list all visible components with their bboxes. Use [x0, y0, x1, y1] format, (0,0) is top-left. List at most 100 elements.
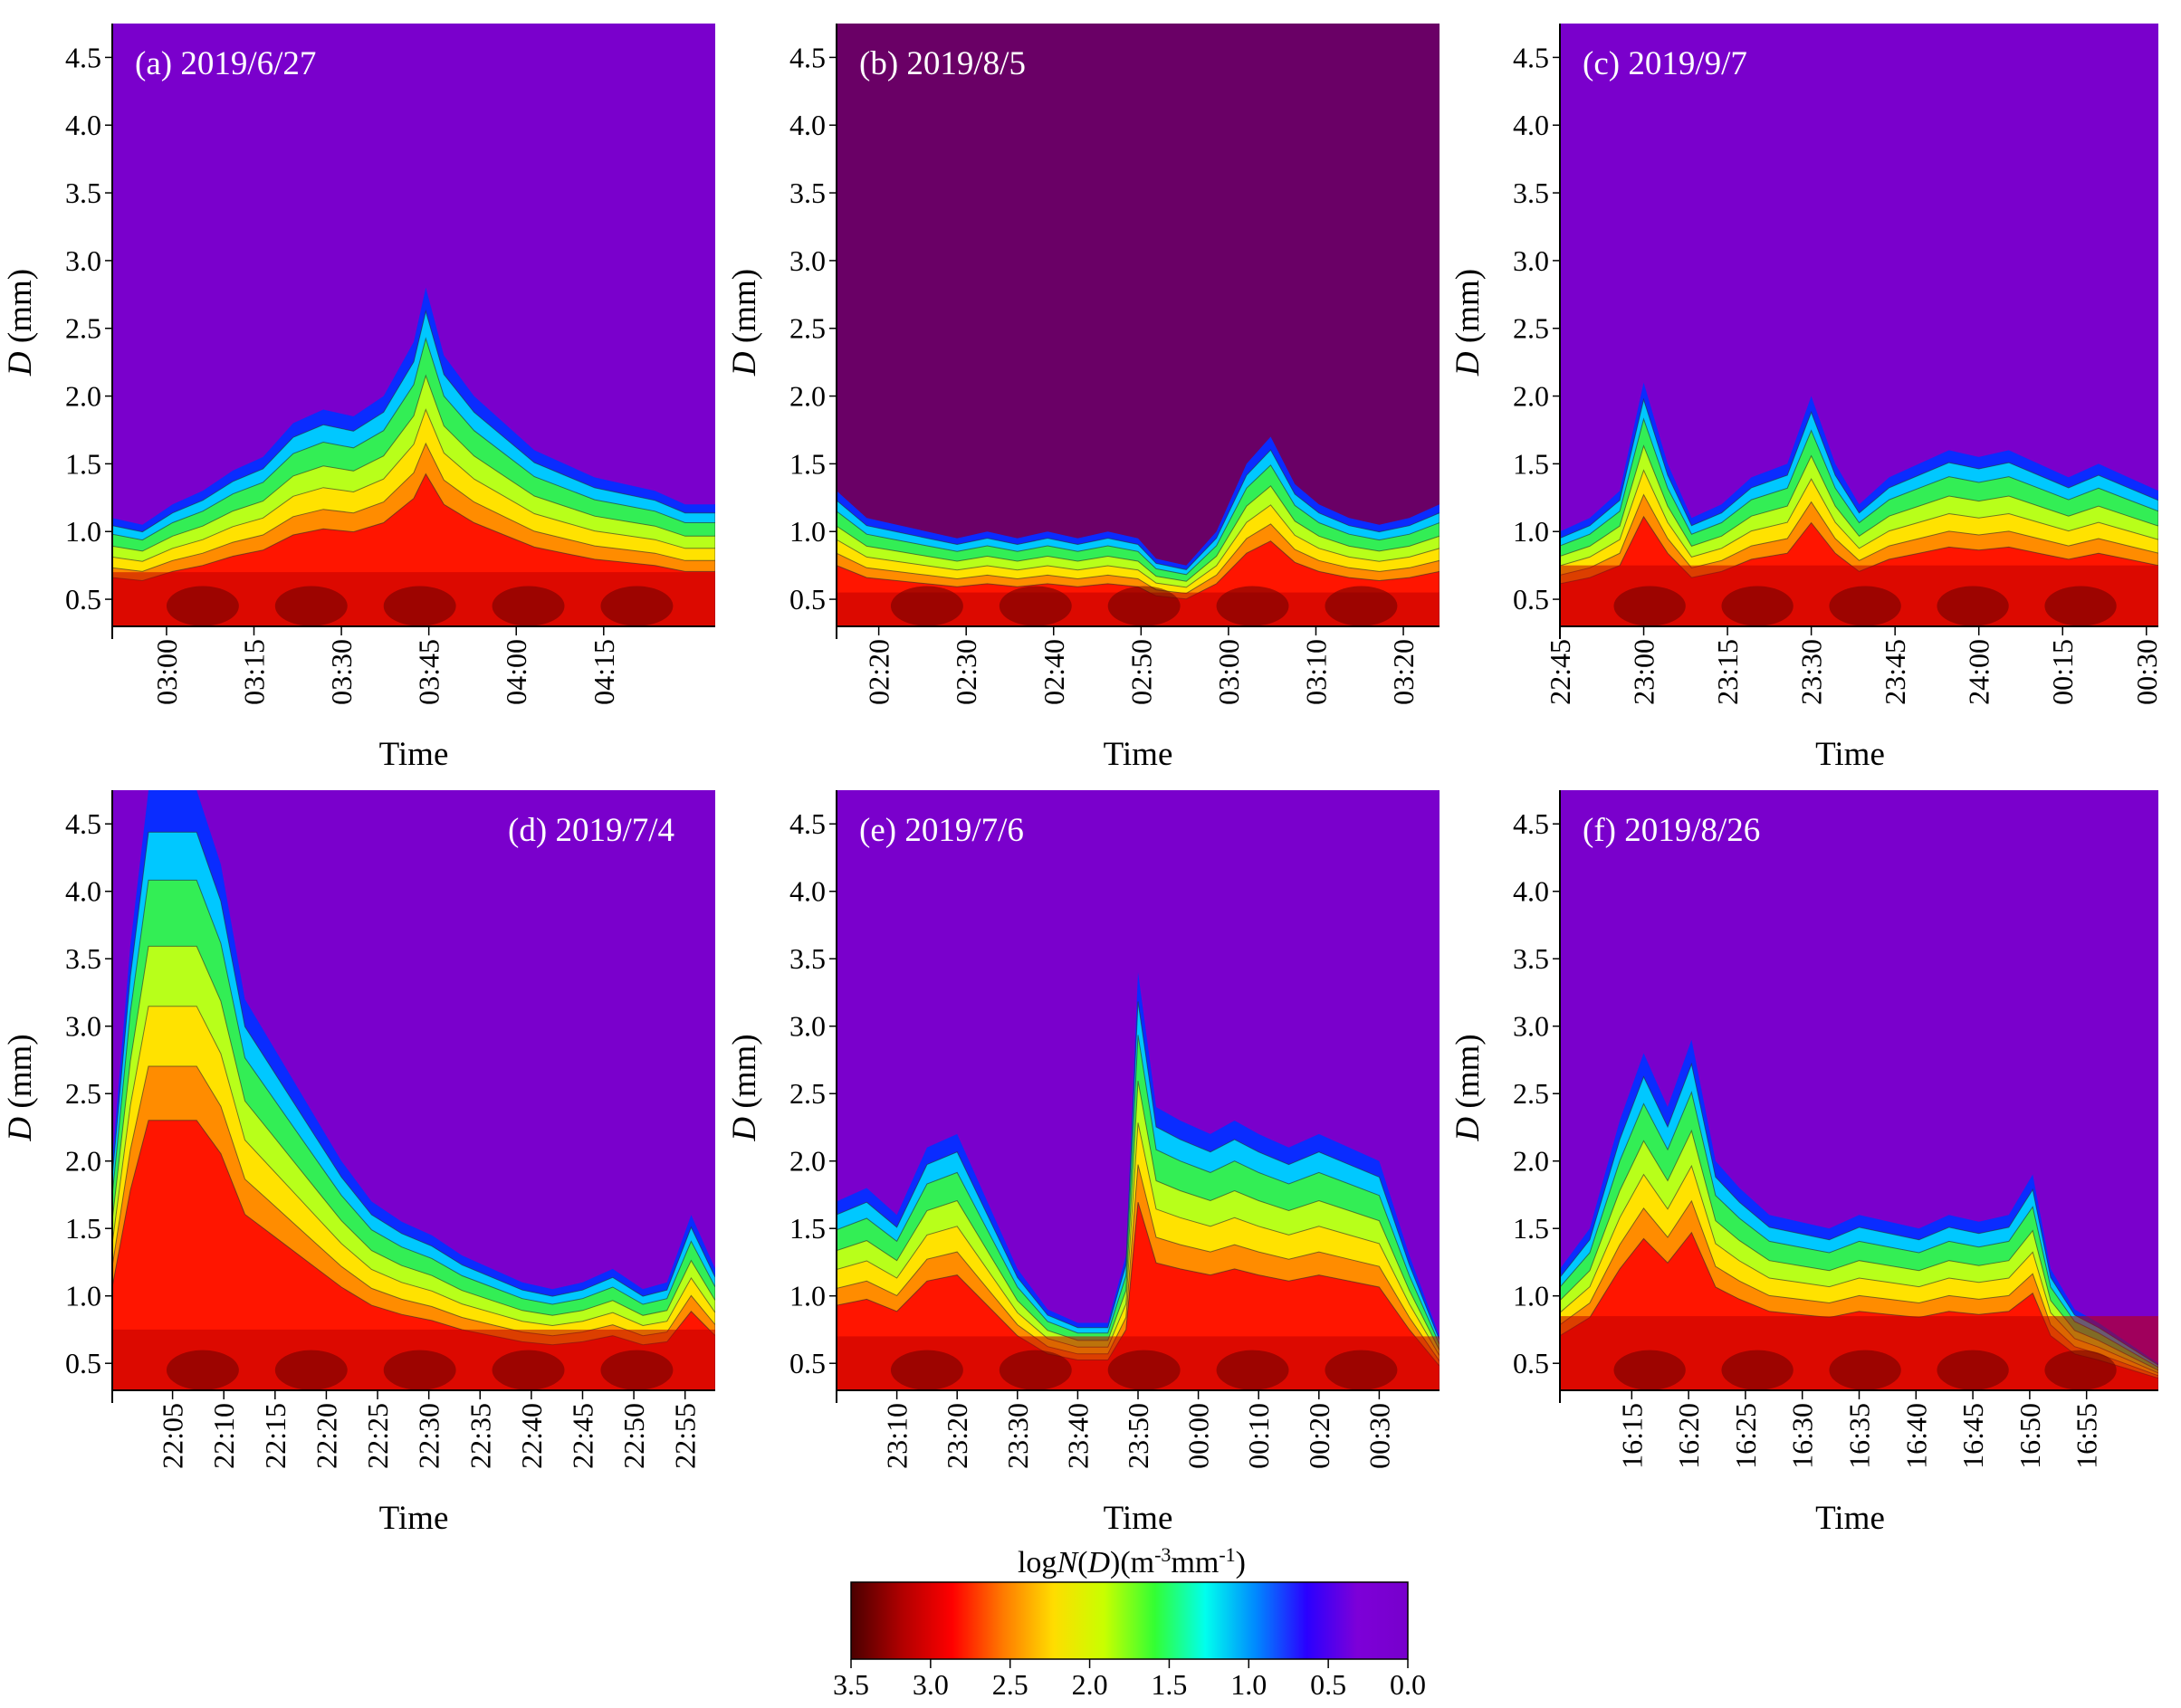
- core-blob: [1325, 1350, 1398, 1390]
- x-tick-label: 00:30: [2130, 639, 2163, 705]
- x-tick-label: 00:20: [1303, 1403, 1335, 1469]
- y-tick-label: 2.5: [1513, 312, 1549, 345]
- core-blob: [383, 586, 456, 626]
- y-tick-label: 3.5: [65, 177, 101, 209]
- y-tick-label: 4.5: [1513, 41, 1549, 73]
- y-tick-label: 4.5: [789, 41, 826, 73]
- y-tick-label: 2.5: [1513, 1077, 1549, 1110]
- chart-panel: 0.5 1.0 1.5 2.0 2.5 3.0 3.5 4.0 4.5 16:15 16:20 16:…: [1449, 790, 2158, 1537]
- y-tick-label: 0.5: [65, 1347, 101, 1379]
- y-tick-label: 1.5: [65, 447, 101, 480]
- colorbar-tick-label: 3.5: [833, 1668, 869, 1701]
- y-tick-label: 3.5: [1513, 942, 1549, 975]
- x-tick-label: 16:30: [1786, 1403, 1819, 1469]
- panel-label: (d) 2019/7/4: [508, 812, 674, 849]
- y-tick-label: 4.0: [789, 875, 826, 908]
- core-blob: [166, 586, 239, 626]
- x-axis-title: Time: [1104, 736, 1173, 773]
- core-blob: [1325, 586, 1398, 626]
- y-tick-label: 4.0: [1513, 875, 1549, 908]
- y-tick-label: 3.0: [65, 244, 101, 277]
- heatmap-field: [1560, 1039, 2158, 1390]
- x-tick-label: 22:25: [361, 1403, 394, 1469]
- x-tick-label: 02:20: [863, 639, 895, 705]
- y-tick-label: 2.0: [789, 1145, 826, 1178]
- x-tick-label: 00:30: [1363, 1403, 1395, 1469]
- core-blob: [1613, 586, 1686, 626]
- x-tick-label: 16:20: [1672, 1403, 1705, 1469]
- heatmap-field: [112, 287, 715, 626]
- colorbar-tick-label: 3.0: [913, 1668, 949, 1701]
- x-tick-label: 23:00: [1628, 639, 1660, 705]
- colorbar-tick-label: 1.0: [1230, 1668, 1267, 1701]
- core-blob: [274, 1350, 348, 1390]
- y-axis-title: D (mm): [1449, 269, 1487, 377]
- y-tick-label: 3.0: [789, 244, 826, 277]
- y-tick-label: 2.0: [65, 1145, 101, 1178]
- y-tick-label: 0.5: [1513, 1347, 1549, 1379]
- panels: 0.5 1.0 1.5 2.0 2.5 3.0 3.5 4.0 4.5 03:00 03:15 03:…: [2, 24, 2163, 1537]
- colorbar-tick-label: 2.5: [992, 1668, 1028, 1701]
- y-tick-label: 2.0: [1513, 1145, 1549, 1178]
- x-tick-label: 22:45: [566, 1403, 598, 1469]
- y-tick-label: 2.5: [789, 312, 826, 345]
- panel-label: (a) 2019/6/27: [135, 45, 316, 82]
- core-blob: [600, 586, 674, 626]
- heatmap-field: [112, 790, 715, 1390]
- x-tick-label: 22:15: [259, 1403, 292, 1469]
- x-tick-label: 22:30: [413, 1403, 445, 1469]
- y-tick-label: 4.5: [65, 807, 101, 840]
- x-axis-title: Time: [379, 1500, 449, 1537]
- y-tick-label: 2.5: [789, 1077, 826, 1110]
- x-tick-label: 16:45: [1956, 1403, 1989, 1469]
- x-tick-label: 22:35: [464, 1403, 496, 1469]
- x-tick-label: 00:15: [2046, 639, 2079, 705]
- y-axis-title: D (mm): [2, 1034, 39, 1141]
- core-blob: [1937, 586, 2009, 626]
- y-tick-label: 1.5: [1513, 1212, 1549, 1245]
- x-tick-label: 23:20: [941, 1403, 973, 1469]
- x-tick-label: 16:55: [2071, 1403, 2103, 1469]
- core-blob: [1107, 586, 1181, 626]
- core-blob: [1613, 1350, 1686, 1390]
- y-tick-label: 0.5: [65, 583, 101, 615]
- y-axis-title: D (mm): [2, 269, 39, 377]
- heatmap-field: [837, 436, 1440, 626]
- core-blob: [383, 1350, 456, 1390]
- panel-label: (f) 2019/8/26: [1583, 812, 1760, 849]
- y-tick-label: 4.0: [65, 875, 101, 908]
- x-tick-label: 22:05: [157, 1403, 189, 1469]
- x-tick-label: 23:45: [1879, 639, 1911, 705]
- y-tick-label: 1.0: [789, 515, 826, 548]
- x-tick-label: 23:10: [881, 1403, 914, 1469]
- x-axis-title: Time: [379, 736, 449, 773]
- core-blob: [1829, 586, 1901, 626]
- x-tick-label: 16:35: [1843, 1403, 1876, 1469]
- chart-panel: 0.5 1.0 1.5 2.0 2.5 3.0 3.5 4.0 4.5 22:05 22:10 22:…: [2, 790, 715, 1537]
- core-blob: [890, 1350, 963, 1390]
- y-tick-label: 1.5: [1513, 447, 1549, 480]
- x-tick-label: 04:00: [500, 639, 532, 705]
- x-tick-label: 16:50: [2014, 1403, 2046, 1469]
- core-blob: [1721, 586, 1794, 626]
- core-blob: [166, 1350, 239, 1390]
- x-tick-label: 00:10: [1242, 1403, 1275, 1469]
- y-tick-label: 4.5: [65, 41, 101, 73]
- y-tick-label: 0.5: [1513, 583, 1549, 615]
- x-tick-label: 22:50: [617, 1403, 650, 1469]
- x-tick-label: 03:00: [1212, 639, 1245, 705]
- x-tick-label: 23:30: [1001, 1403, 1034, 1469]
- y-tick-label: 4.5: [1513, 807, 1549, 840]
- y-tick-label: 1.5: [65, 1212, 101, 1245]
- y-tick-label: 4.0: [65, 109, 101, 141]
- x-tick-label: 03:30: [325, 639, 358, 705]
- core-blob: [1721, 1350, 1794, 1390]
- x-tick-label: 23:15: [1711, 639, 1744, 705]
- core-blob: [1107, 1350, 1181, 1390]
- y-tick-label: 0.5: [789, 1347, 826, 1379]
- core-blob: [1216, 1350, 1289, 1390]
- y-tick-label: 2.0: [1513, 380, 1549, 413]
- y-tick-label: 2.5: [65, 312, 101, 345]
- y-tick-label: 3.5: [65, 942, 101, 975]
